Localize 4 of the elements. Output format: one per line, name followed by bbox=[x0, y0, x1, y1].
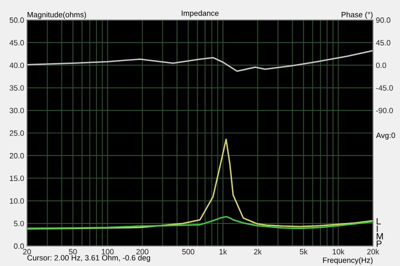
text: P bbox=[376, 240, 382, 247]
text: I bbox=[376, 226, 378, 232]
text: M bbox=[376, 233, 383, 240]
text: L bbox=[376, 218, 381, 224]
